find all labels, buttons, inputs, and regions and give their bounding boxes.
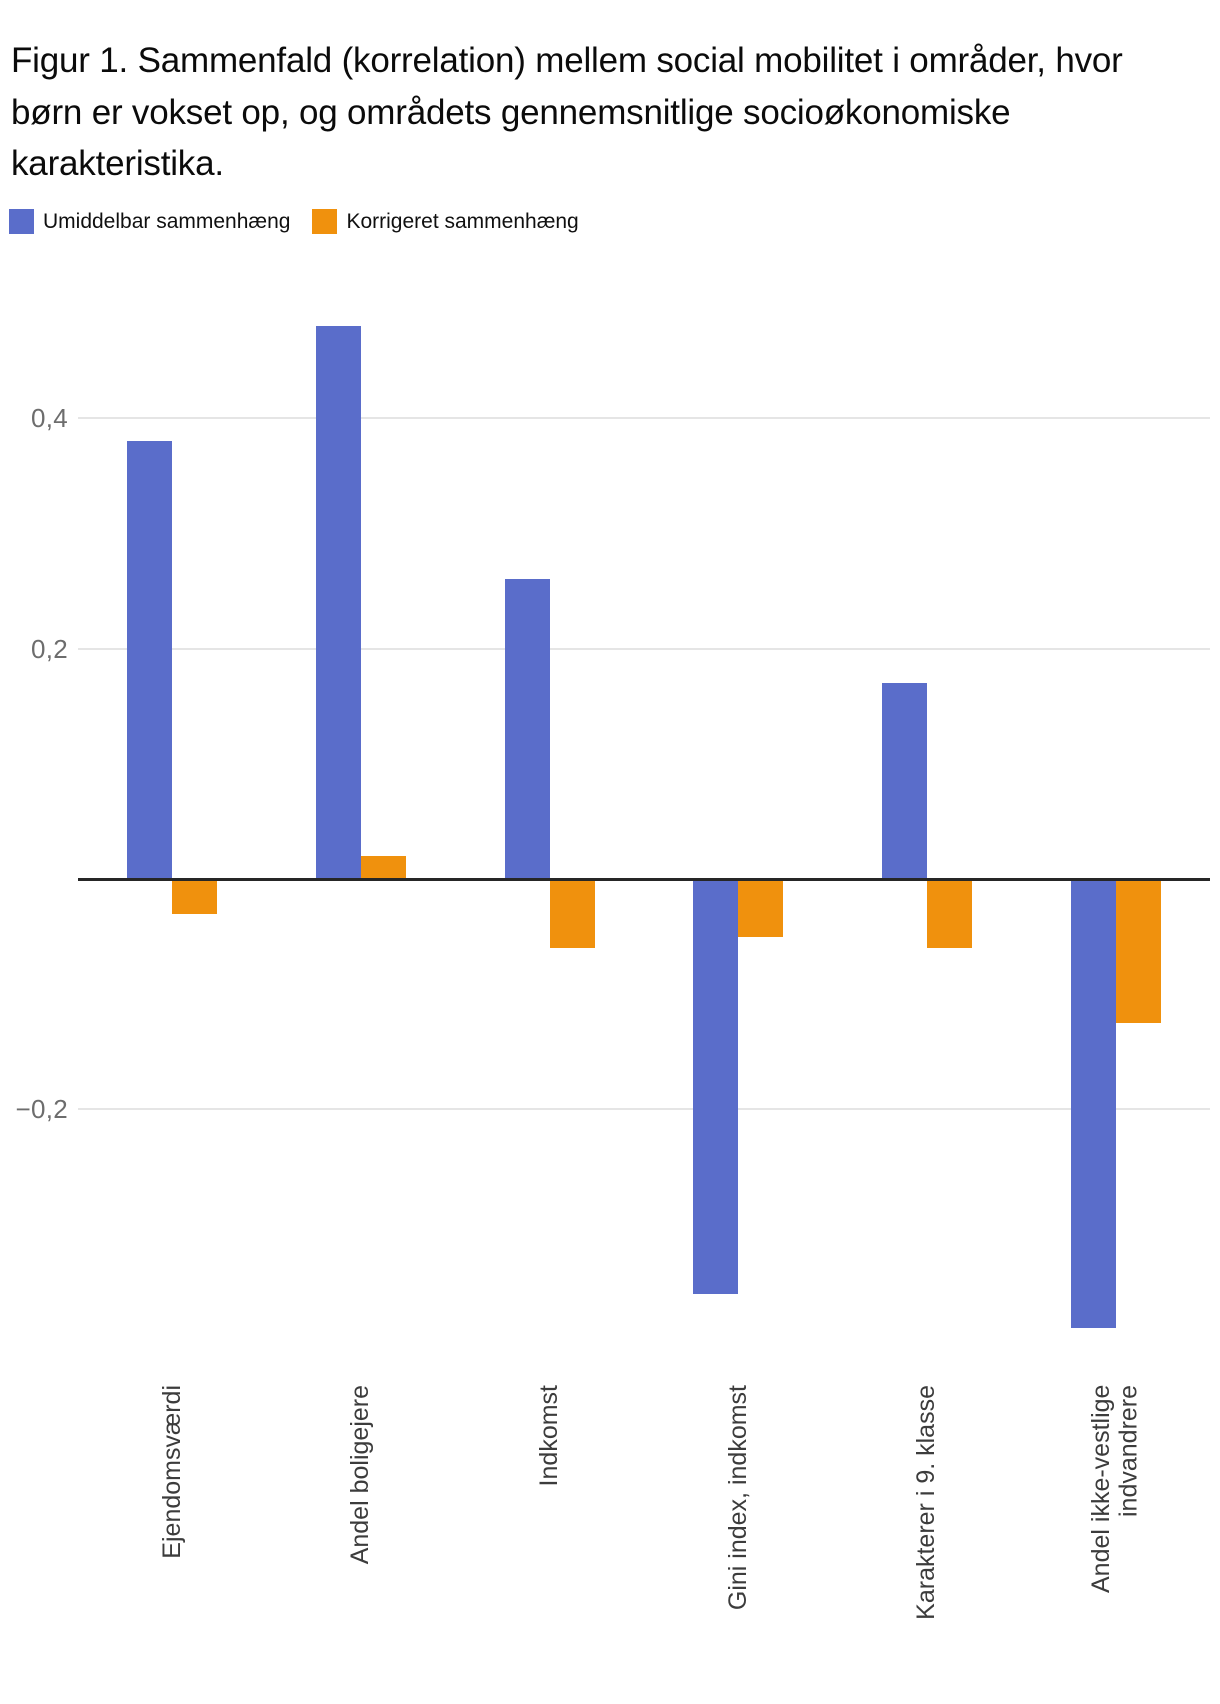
bar-korrigeret[interactable]	[361, 855, 406, 879]
legend-swatch-blue-icon	[9, 209, 34, 234]
legend: Umiddelbar sammenhæng Korrigeret sammenh…	[9, 209, 579, 234]
legend-label-korrigeret: Korrigeret sammenhæng	[346, 209, 579, 233]
bar-umiddelbar[interactable]	[504, 579, 550, 879]
category-label: Andel ikke-vestlige indvandrere	[956, 1385, 1220, 1700]
zero-axis-line	[78, 878, 1210, 881]
legend-label-umiddelbar: Umiddelbar sammenhæng	[43, 209, 291, 233]
y-gridline	[78, 1108, 1210, 1111]
y-tick-label: −0,2	[15, 1094, 68, 1125]
y-gridline	[78, 647, 1210, 650]
bar-korrigeret[interactable]	[927, 879, 972, 949]
category-label-text: Ejendomsværdi	[157, 1385, 186, 1559]
y-tick-label: 0,2	[30, 633, 68, 664]
bar-korrigeret[interactable]	[1115, 879, 1161, 1023]
legend-item-umiddelbar: Umiddelbar sammenhæng	[9, 209, 290, 234]
legend-swatch-orange-icon	[312, 209, 338, 234]
bar-umiddelbar[interactable]	[882, 683, 927, 879]
bar-korrigeret[interactable]	[549, 879, 595, 949]
figure-title: Figur 1. Sammenfald (korrelation) mellem…	[11, 41, 1123, 183]
y-tick-label: 0,4	[30, 403, 68, 434]
bar-umiddelbar[interactable]	[1070, 879, 1116, 1329]
category-label-text: Karakterer i 9. klasse	[912, 1385, 941, 1620]
category-label-text: Andel ikke-vestlige indvandrere	[1087, 1385, 1143, 1594]
bar-korrigeret[interactable]	[738, 879, 784, 937]
category-label-text: Andel boligejere	[346, 1385, 375, 1565]
bar-umiddelbar[interactable]	[316, 326, 361, 879]
bar-umiddelbar[interactable]	[693, 879, 739, 1294]
bar-korrigeret[interactable]	[172, 879, 218, 914]
category-label-text: Gini index, indkomst	[723, 1385, 752, 1611]
category-label-text: Indkomst	[534, 1385, 563, 1487]
y-gridline	[78, 417, 1210, 420]
legend-item-korrigeret: Korrigeret sammenhæng	[312, 209, 579, 234]
bar-umiddelbar[interactable]	[127, 441, 173, 879]
